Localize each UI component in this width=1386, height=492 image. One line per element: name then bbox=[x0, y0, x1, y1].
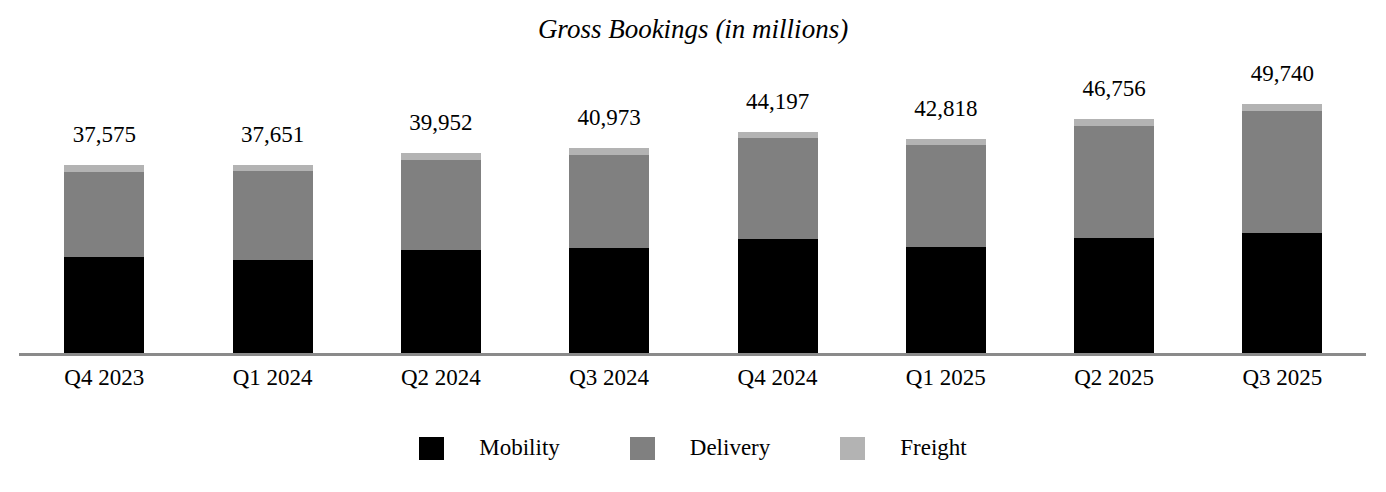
legend: Mobility Delivery Freight bbox=[0, 434, 1386, 462]
bar-q4-2023-mobility-segment bbox=[64, 257, 144, 353]
legend-label-delivery: Delivery bbox=[690, 434, 770, 462]
bar-q1-2025-delivery-segment bbox=[906, 145, 986, 247]
gross-bookings-chart: Gross Bookings (in millions) 37,575Q4 20… bbox=[0, 0, 1386, 492]
bar-q3-2025-freight-segment bbox=[1242, 104, 1322, 110]
legend-item-delivery: Delivery bbox=[630, 434, 770, 462]
bar-q1-2024-freight-segment bbox=[233, 165, 313, 171]
bar-q3-2024-freight-segment bbox=[569, 148, 649, 155]
legend-swatch-freight bbox=[840, 437, 865, 460]
category-label-q2-2024: Q2 2024 bbox=[361, 364, 521, 392]
bar-q2-2024-freight-segment bbox=[401, 153, 481, 159]
category-label-q1-2025: Q1 2025 bbox=[866, 364, 1026, 392]
bar-q1-2025-mobility-segment bbox=[906, 247, 986, 353]
legend-item-freight: Freight bbox=[840, 434, 966, 462]
bar-q4-2023-delivery-segment bbox=[64, 172, 144, 257]
category-label-q3-2025: Q3 2025 bbox=[1202, 364, 1362, 392]
total-label-q2-2025: 46,756 bbox=[1044, 74, 1184, 103]
category-label-q4-2024: Q4 2024 bbox=[698, 364, 858, 392]
category-label-q2-2025: Q2 2025 bbox=[1034, 364, 1194, 392]
bar-q3-2024-mobility-segment bbox=[569, 248, 649, 353]
bar-q1-2024-delivery-segment bbox=[233, 171, 313, 259]
bar-q4-2024-delivery-segment bbox=[738, 138, 818, 239]
legend-label-freight: Freight bbox=[900, 434, 966, 462]
total-label-q4-2023: 37,575 bbox=[34, 120, 174, 149]
bar-q2-2025-freight-segment bbox=[1074, 119, 1154, 125]
bar-q1-2025-freight-segment bbox=[906, 139, 986, 145]
legend-swatch-mobility bbox=[419, 437, 444, 460]
legend-swatch-delivery bbox=[630, 437, 655, 460]
bar-q2-2024-mobility-segment bbox=[401, 250, 481, 353]
total-label-q4-2024: 44,197 bbox=[708, 87, 848, 116]
legend-item-mobility: Mobility bbox=[419, 434, 560, 462]
bar-q4-2024-mobility-segment bbox=[738, 239, 818, 353]
bar-q3-2025-mobility-segment bbox=[1242, 233, 1322, 353]
total-label-q3-2024: 40,973 bbox=[539, 103, 679, 132]
total-label-q1-2025: 42,818 bbox=[876, 94, 1016, 123]
bar-q4-2023-freight-segment bbox=[64, 165, 144, 171]
category-label-q4-2023: Q4 2023 bbox=[24, 364, 184, 392]
x-axis-line bbox=[19, 353, 1366, 356]
bar-q2-2024-delivery-segment bbox=[401, 160, 481, 251]
bar-q3-2024-delivery-segment bbox=[569, 155, 649, 248]
category-label-q1-2024: Q1 2024 bbox=[193, 364, 353, 392]
legend-label-mobility: Mobility bbox=[479, 434, 560, 462]
bar-q2-2025-mobility-segment bbox=[1074, 238, 1154, 353]
total-label-q3-2025: 49,740 bbox=[1212, 59, 1352, 88]
plot-area: 37,575 Q4 2023 37,651 Q1 2024 39,952 Q2 2024 4… bbox=[0, 0, 1386, 492]
total-label-q2-2024: 39,952 bbox=[371, 108, 511, 137]
category-label-q3-2024: Q3 2024 bbox=[529, 364, 689, 392]
total-label-q1-2024: 37,651 bbox=[203, 120, 343, 149]
bar-q2-2025-delivery-segment bbox=[1074, 126, 1154, 238]
bar-q3-2025-delivery-segment bbox=[1242, 111, 1322, 233]
bar-q1-2024-mobility-segment bbox=[233, 260, 313, 353]
bar-q4-2024-freight-segment bbox=[738, 132, 818, 138]
